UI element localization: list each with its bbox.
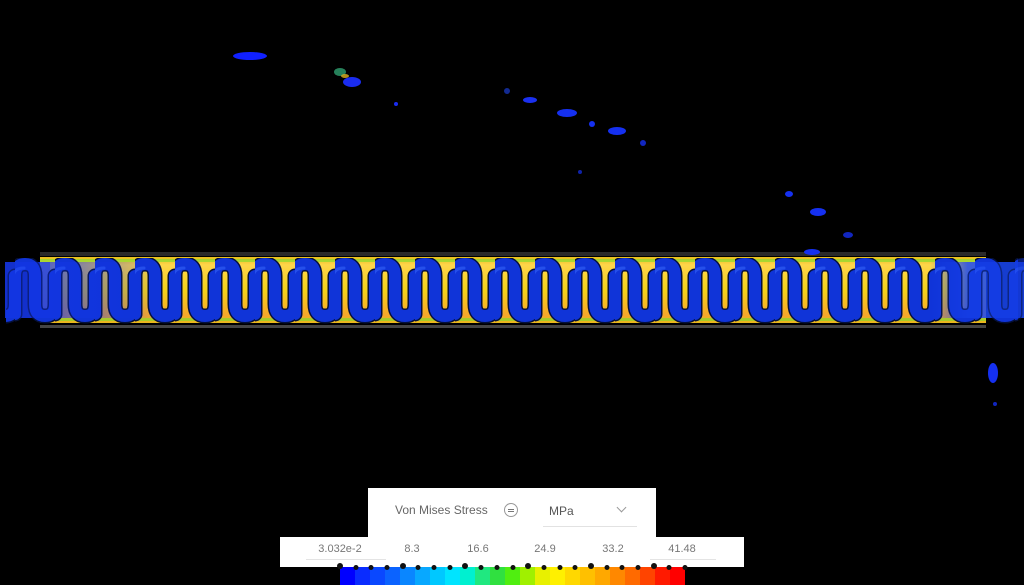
colorbar-segment [370,567,385,585]
colorbar-segment [385,567,400,585]
colorbar-segment [505,567,520,585]
colorbar-segment [565,567,580,585]
colorbar-segment [550,567,565,585]
colorbar-segment [445,567,460,585]
colorbar-tick-dot [666,565,672,570]
colorbar-tick-dot [399,563,406,569]
legend-header-panel: Von Mises Stress MPa [368,488,656,537]
colorbar-tick-dot [368,565,374,570]
colorbar-tick-marks [337,563,688,571]
tick-label-max[interactable]: 41.48 [668,543,696,555]
colorbar-segment [595,567,610,585]
colorbar-tick-dot [431,565,437,570]
colorbar-tick-dot [384,565,390,570]
colorbar-tick-dot [462,563,469,569]
colorbar-segment [400,567,415,585]
colorbar-segment [535,567,550,585]
colorbar-tick-dot [337,563,343,569]
serpentine-channel [6,258,1018,324]
tick-max-underline [650,559,716,560]
colorbar-segment [355,567,370,585]
colorbar-segment [430,567,445,585]
legend-title: Von Mises Stress [395,503,488,517]
colorbar-segment [460,567,475,585]
colorbar-tick-dot [572,565,578,570]
colorbar-segment [640,567,655,585]
colorbar-tick-dot [682,565,688,570]
colorbar-segment [655,567,670,585]
colorbar-tick-dot [587,563,594,569]
colorbar-tick-dot [650,563,657,569]
legend-tick-labels: 3.032e-2 8.3 16.6 24.9 33.2 41.48 [280,537,744,567]
unit-selected-value: MPa [549,504,574,518]
unit-dropdown[interactable]: MPa [543,494,637,527]
colorbar-tick-dot [447,565,453,570]
colorbar-segment [490,567,505,585]
colorbar-tick-dot [510,565,515,570]
tick-label: 24.9 [534,543,556,555]
tick-label: 16.6 [467,543,489,555]
colorbar-tick-dot [557,565,563,570]
colorbar-tick-dot [415,565,421,570]
hamburger-circle-icon[interactable] [504,503,518,517]
stress-colorbar [340,567,685,585]
colorbar-tick-dot [478,565,484,570]
colorbar-segment [670,567,685,585]
colorbar-segment [340,567,355,585]
tick-label: 33.2 [602,543,624,555]
floating-particles [233,52,998,406]
colorbar-tick-dot [525,563,532,569]
colorbar-segment [415,567,430,585]
tick-label-min[interactable]: 3.032e-2 [318,543,362,555]
colorbar-tick-dot [619,565,625,570]
tick-label: 8.3 [404,543,420,555]
colorbar-tick-dot [541,565,547,570]
colorbar-tick-dot [353,565,359,570]
colorbar-tick-dot [604,565,610,570]
colorbar-tick-dot [635,565,641,570]
colorbar-segment [475,567,490,585]
colorbar-segment [610,567,625,585]
tick-min-underline [306,559,386,560]
colorbar-segment [520,567,535,585]
colorbar-segment [625,567,640,585]
colorbar-segment [580,567,595,585]
colorbar-tick-dot [494,565,500,570]
chevron-down-icon [616,502,627,513]
